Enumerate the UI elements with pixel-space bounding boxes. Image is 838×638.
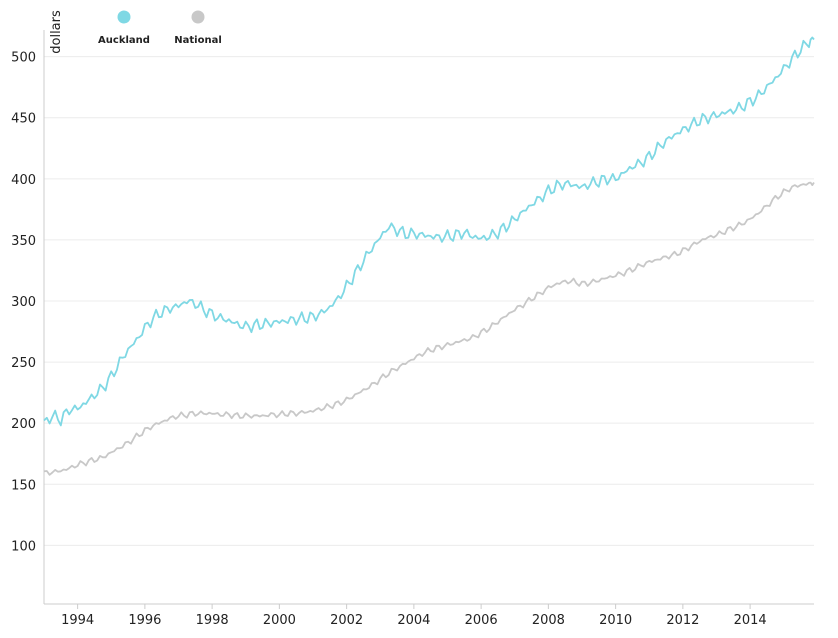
series-line-national: [43, 181, 815, 476]
y-tick-label: 150: [11, 478, 36, 493]
x-tick-label: 2004: [397, 613, 430, 628]
y-axis-label: dollars: [49, 10, 64, 54]
legend-label-national: National: [174, 35, 222, 46]
series-line-auckland: [43, 36, 815, 427]
y-tick-label: 450: [11, 112, 36, 127]
axes: [43, 30, 814, 605]
y-tick-label: 500: [11, 51, 36, 66]
legend-swatch-national: [191, 10, 205, 24]
x-tick-label: 2014: [734, 613, 767, 628]
grid-lines: [44, 56, 814, 546]
y-tick-label: 200: [11, 417, 36, 432]
x-tick-label: 1998: [196, 613, 229, 628]
y-tick-label: 400: [11, 173, 36, 188]
x-tick-label: 2002: [330, 613, 363, 628]
x-tick-label: 2010: [599, 613, 632, 628]
y-tick-label: 300: [11, 295, 36, 310]
x-tick-label: 1994: [61, 613, 94, 628]
x-tick-label: 2000: [263, 613, 296, 628]
legend-swatch-auckland: [117, 10, 131, 24]
x-tick-label: 1996: [128, 613, 161, 628]
x-tick-label: 2008: [532, 613, 565, 628]
legend-label-auckland: Auckland: [98, 35, 150, 46]
x-axis-ticks: 1994 1996 1998 2000 2002 2004 2006 2008 2010 2012…: [61, 604, 767, 628]
x-tick-label: 2006: [465, 613, 498, 628]
y-tick-label: 350: [11, 234, 36, 249]
series-lines: [43, 36, 815, 476]
y-axis-ticks: 100 150 200 250 300 350 400 450 500: [11, 51, 36, 555]
x-tick-label: 2012: [666, 613, 699, 628]
y-tick-label: 100: [11, 539, 36, 554]
y-tick-label: 250: [11, 356, 36, 371]
legend: Auckland National: [98, 10, 222, 46]
